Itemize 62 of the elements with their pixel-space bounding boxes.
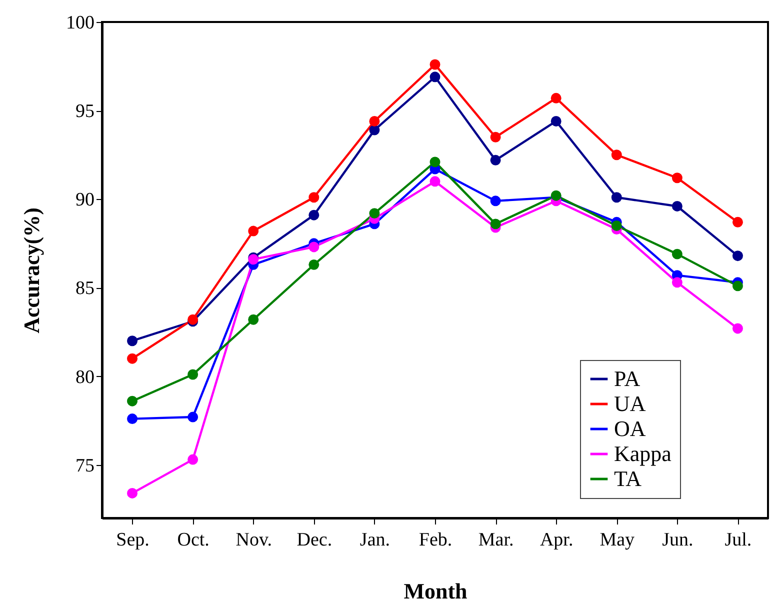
x-tick-label: Jan. bbox=[360, 530, 390, 550]
x-tick-label: Apr. bbox=[540, 530, 574, 550]
point bbox=[127, 353, 138, 364]
x-tick-label: Jun. bbox=[662, 530, 694, 550]
point bbox=[672, 277, 682, 288]
y-tick-label: 75 bbox=[76, 455, 94, 476]
x-tick-label: Jul. bbox=[724, 530, 752, 550]
legend-label: Kappa bbox=[614, 441, 672, 466]
point bbox=[672, 200, 682, 212]
point bbox=[127, 488, 138, 498]
point bbox=[611, 150, 622, 160]
legend-label: PA bbox=[614, 366, 640, 391]
point bbox=[308, 259, 320, 270]
point bbox=[308, 242, 320, 252]
point bbox=[188, 369, 198, 380]
x-tick-label: Oct. bbox=[177, 530, 210, 550]
y-axis-title: Accuracy(%) bbox=[19, 208, 44, 334]
point bbox=[127, 414, 138, 424]
point bbox=[127, 396, 138, 406]
point bbox=[672, 172, 682, 184]
point bbox=[672, 248, 682, 260]
legend-label: TA bbox=[614, 466, 642, 491]
point bbox=[550, 92, 562, 104]
x-axis-title: Month bbox=[404, 578, 468, 604]
point bbox=[732, 280, 743, 292]
point bbox=[611, 192, 622, 203]
point bbox=[430, 156, 440, 168]
x-tick-label: Sep. bbox=[116, 530, 150, 550]
point bbox=[248, 226, 259, 236]
point bbox=[732, 323, 743, 334]
legend-label: UA bbox=[614, 391, 646, 416]
x-tick-label: Dec. bbox=[296, 530, 332, 550]
point bbox=[490, 132, 501, 142]
point bbox=[369, 116, 380, 126]
y-tick-label: 90 bbox=[76, 190, 94, 211]
point bbox=[188, 412, 198, 422]
x-tick-label: Nov. bbox=[236, 530, 272, 550]
point bbox=[430, 176, 440, 187]
point bbox=[369, 124, 380, 136]
point bbox=[732, 250, 743, 262]
point bbox=[308, 210, 320, 220]
point bbox=[248, 314, 259, 325]
y-tick-label: 95 bbox=[76, 101, 94, 122]
point bbox=[430, 72, 440, 82]
point bbox=[188, 454, 198, 465]
point bbox=[308, 192, 320, 203]
point bbox=[490, 218, 501, 230]
legend-label: OA bbox=[614, 416, 646, 441]
point bbox=[732, 216, 743, 228]
point bbox=[490, 154, 501, 166]
y-tick-label: 80 bbox=[76, 366, 94, 388]
point bbox=[127, 336, 138, 346]
point bbox=[490, 196, 501, 206]
y-tick-label: 100 bbox=[66, 12, 94, 34]
point bbox=[369, 208, 380, 219]
point bbox=[550, 116, 562, 126]
point bbox=[611, 220, 622, 231]
y-tick-label: 85 bbox=[76, 278, 94, 300]
x-tick-label: May bbox=[600, 530, 636, 550]
x-tick-label: Mar. bbox=[478, 530, 514, 550]
x-tick-label: Feb. bbox=[418, 530, 452, 550]
point bbox=[430, 59, 440, 70]
